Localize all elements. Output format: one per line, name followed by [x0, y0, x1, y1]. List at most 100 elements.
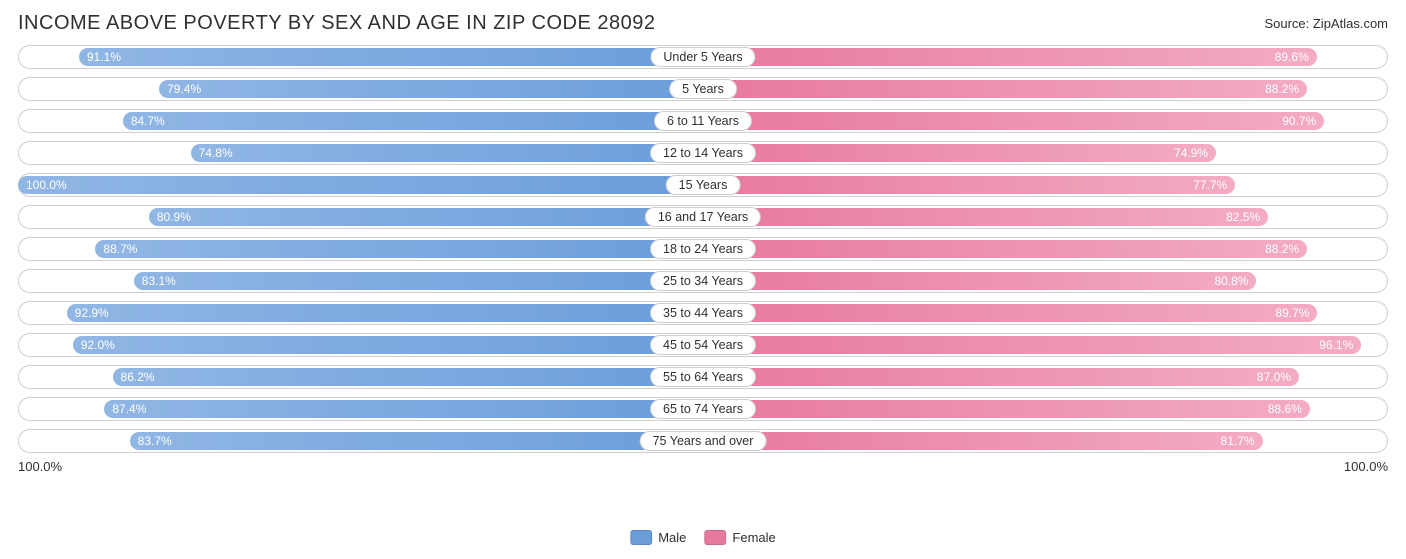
- female-half: 96.1%: [703, 333, 1388, 357]
- category-label: 65 to 74 Years: [650, 399, 756, 419]
- male-bar-label: 92.9%: [75, 306, 109, 320]
- chart-title: INCOME ABOVE POVERTY BY SEX AND AGE IN Z…: [18, 12, 655, 35]
- female-bar: 82.5%: [703, 208, 1268, 226]
- female-bar: 96.1%: [703, 336, 1361, 354]
- male-half: 91.1%: [18, 45, 703, 69]
- male-bar: 83.7%: [130, 432, 703, 450]
- female-bar: 88.2%: [703, 80, 1307, 98]
- pyramid-row: 80.9%82.5%16 and 17 Years: [18, 205, 1388, 229]
- female-bar: 74.9%: [703, 144, 1216, 162]
- male-bar: 84.7%: [123, 112, 703, 130]
- female-half: 88.2%: [703, 77, 1388, 101]
- male-bar-label: 84.7%: [131, 114, 165, 128]
- category-label: 25 to 34 Years: [650, 271, 756, 291]
- female-bar: 88.6%: [703, 400, 1310, 418]
- male-bar-label: 80.9%: [157, 210, 191, 224]
- female-bar: 87.0%: [703, 368, 1299, 386]
- female-bar-label: 90.7%: [1282, 114, 1316, 128]
- male-bar: 92.9%: [67, 304, 703, 322]
- category-label: 35 to 44 Years: [650, 303, 756, 323]
- category-label: Under 5 Years: [650, 47, 755, 67]
- pyramid-row: 88.7% 88.2% 18 to 24 Years: [18, 237, 1388, 261]
- male-bar: 83.1%: [134, 272, 703, 290]
- male-bar-label: 79.4%: [167, 82, 201, 96]
- pyramid-row: 79.4% 88.2% 5 Years: [18, 77, 1388, 101]
- legend: Male Female: [630, 530, 776, 545]
- category-label: 55 to 64 Years: [650, 367, 756, 387]
- female-bar-label: 87.0%: [1257, 370, 1291, 384]
- female-bar-label: 88.2%: [1265, 242, 1299, 256]
- legend-label-female: Female: [732, 530, 775, 545]
- female-bar: 89.7%: [703, 304, 1317, 322]
- legend-item-male: Male: [630, 530, 686, 545]
- x-axis: 100.0% 100.0%: [18, 459, 1388, 474]
- male-bar-label: 88.7%: [103, 242, 137, 256]
- male-bar: 88.7%: [95, 240, 703, 258]
- female-bar-label: 88.6%: [1268, 402, 1302, 416]
- pyramid-row: 92.0% 96.1% 45 to 54 Years: [18, 333, 1388, 357]
- chart-body: 91.1% 89.6% Under 5 Years 79.4% 88.2% 5 Years…: [18, 45, 1388, 474]
- category-label: 18 to 24 Years: [650, 239, 756, 259]
- pyramid-row: 86.2% 87.0% 55 to 64 Years: [18, 365, 1388, 389]
- pyramid-row: 84.7% 90.7% 6 to 11 Years: [18, 109, 1388, 133]
- category-label: 12 to 14 Years: [650, 143, 756, 163]
- male-half: 83.1%: [18, 269, 703, 293]
- female-bar-label: 89.6%: [1275, 50, 1309, 64]
- female-half: 82.5%: [703, 205, 1388, 229]
- male-bar-label: 91.1%: [87, 50, 121, 64]
- female-half: 77.7%: [703, 173, 1388, 197]
- male-half: 83.7%: [18, 429, 703, 453]
- pyramid-row: 92.9% 89.7% 35 to 44 Years: [18, 301, 1388, 325]
- male-bar-label: 83.1%: [142, 274, 176, 288]
- category-label: 6 to 11 Years: [654, 111, 752, 131]
- male-half: 79.4%: [18, 77, 703, 101]
- female-bar-label: 89.7%: [1275, 306, 1309, 320]
- male-bar: 91.1%: [79, 48, 703, 66]
- axis-left-label: 100.0%: [18, 459, 62, 474]
- chart-source: Source: ZipAtlas.com: [1264, 16, 1388, 31]
- category-label: 15 Years: [666, 175, 741, 195]
- pyramid-chart: 91.1% 89.6% Under 5 Years 79.4% 88.2% 5 Years…: [18, 45, 1388, 453]
- female-half: 81.7%: [703, 429, 1388, 453]
- pyramid-row: 91.1% 89.6% Under 5 Years: [18, 45, 1388, 69]
- legend-swatch-female: [704, 530, 726, 545]
- female-bar-label: 88.2%: [1265, 82, 1299, 96]
- female-bar: 89.6%: [703, 48, 1317, 66]
- male-half: 92.0%: [18, 333, 703, 357]
- female-bar: 80.8%: [703, 272, 1256, 290]
- female-bar-label: 77.7%: [1193, 178, 1227, 192]
- female-half: 87.0%: [703, 365, 1388, 389]
- male-bar-label: 83.7%: [138, 434, 172, 448]
- female-bar-label: 74.9%: [1174, 146, 1208, 160]
- pyramid-row: 74.8%74.9%12 to 14 Years: [18, 141, 1388, 165]
- male-bar: 80.9%: [149, 208, 703, 226]
- male-bar: 87.4%: [104, 400, 703, 418]
- pyramid-row: 83.7% 81.7% 75 Years and over: [18, 429, 1388, 453]
- legend-swatch-male: [630, 530, 652, 545]
- female-bar: 77.7%: [703, 176, 1235, 194]
- male-half: 92.9%: [18, 301, 703, 325]
- male-bar: 92.0%: [73, 336, 703, 354]
- male-half: 88.7%: [18, 237, 703, 261]
- pyramid-row: 87.4% 88.6% 65 to 74 Years: [18, 397, 1388, 421]
- category-label: 5 Years: [669, 79, 737, 99]
- category-label: 45 to 54 Years: [650, 335, 756, 355]
- male-half: 100.0%: [18, 173, 703, 197]
- female-half: 90.7%: [703, 109, 1388, 133]
- male-half: 84.7%: [18, 109, 703, 133]
- chart-header: INCOME ABOVE POVERTY BY SEX AND AGE IN Z…: [18, 12, 1388, 35]
- axis-right-label: 100.0%: [1344, 459, 1388, 474]
- male-bar: 100.0%: [18, 176, 703, 194]
- category-label: 75 Years and over: [640, 431, 767, 451]
- male-half: 86.2%: [18, 365, 703, 389]
- male-bar: 86.2%: [113, 368, 703, 386]
- legend-item-female: Female: [704, 530, 775, 545]
- female-bar-label: 96.1%: [1319, 338, 1353, 352]
- female-bar-label: 81.7%: [1221, 434, 1255, 448]
- male-bar-label: 100.0%: [26, 178, 67, 192]
- pyramid-row: 100.0% 77.7% 15 Years: [18, 173, 1388, 197]
- female-bar: 90.7%: [703, 112, 1324, 130]
- female-half: 89.6%: [703, 45, 1388, 69]
- female-bar-label: 82.5%: [1226, 210, 1260, 224]
- male-half: 80.9%: [18, 205, 703, 229]
